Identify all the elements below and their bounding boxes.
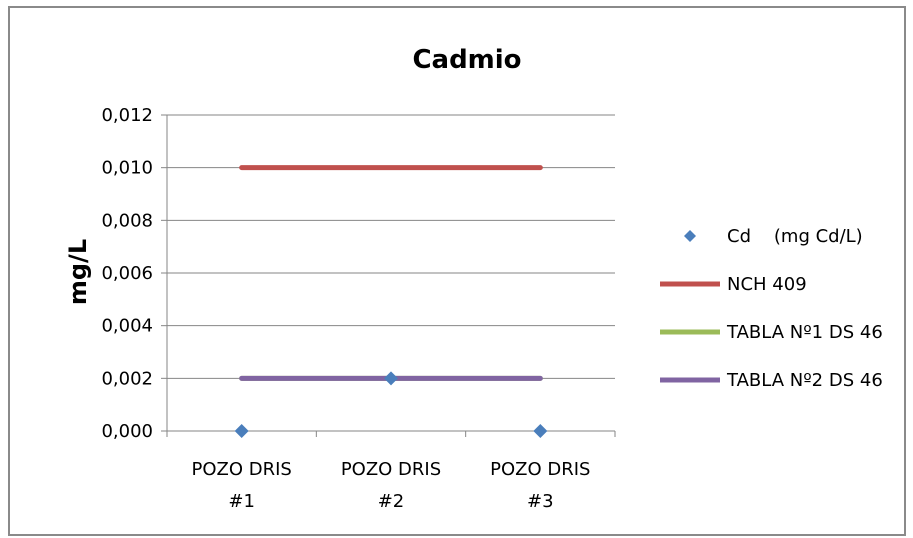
chart-title: Cadmio [412,45,521,75]
y-axis-label: mg/L [64,239,92,305]
y-tick-label: 0,008 [101,210,153,231]
x-tick-label-line: #1 [228,491,255,512]
legend-label: Cd (mg Cd/L) [727,226,863,247]
chart-frame [8,6,906,536]
y-tick-label: 0,004 [101,316,153,337]
data-point-diamond [533,424,548,438]
y-tick-label: 0,012 [101,105,153,126]
y-tick-label: 0,006 [101,263,153,284]
x-tick-label-line: #2 [378,491,405,512]
series-group [234,165,548,438]
y-tick-labels: 0,000 0,002 0,004 0,006 0,008 0,010 0,012 [101,105,153,442]
x-tick-label-line: POZO DRIS [341,459,441,480]
x-tick-label: POZO DRIS #2 [341,459,441,512]
x-tick-label-line: POZO DRIS [490,459,590,480]
legend-label: NCH 409 [727,274,807,295]
data-point-diamond [384,371,398,386]
legend-marker [684,230,696,242]
x-tick-label-line: #3 [527,491,554,512]
data-point-diamond [234,424,249,438]
legend: Cd (mg Cd/L) NCH 409 TABLA Nº1 DS 46 TABLA … [660,226,883,391]
x-tick-label-line: POZO DRIS [191,459,291,480]
legend-label: TABLA Nº2 DS 46 [726,370,883,391]
x-tick-labels: POZO DRIS #1 POZO DRIS #2 POZO DRIS #3 [191,459,590,512]
gridlines [161,114,615,432]
x-tick-label: POZO DRIS #3 [490,459,590,512]
y-tick-label: 0,010 [101,158,153,179]
y-tick-label: 0,000 [101,421,153,442]
y-tick-label: 0,002 [101,368,153,389]
x-tick-label: POZO DRIS #1 [191,459,291,512]
legend-label: TABLA Nº1 DS 46 [726,322,883,343]
axes [166,115,616,437]
